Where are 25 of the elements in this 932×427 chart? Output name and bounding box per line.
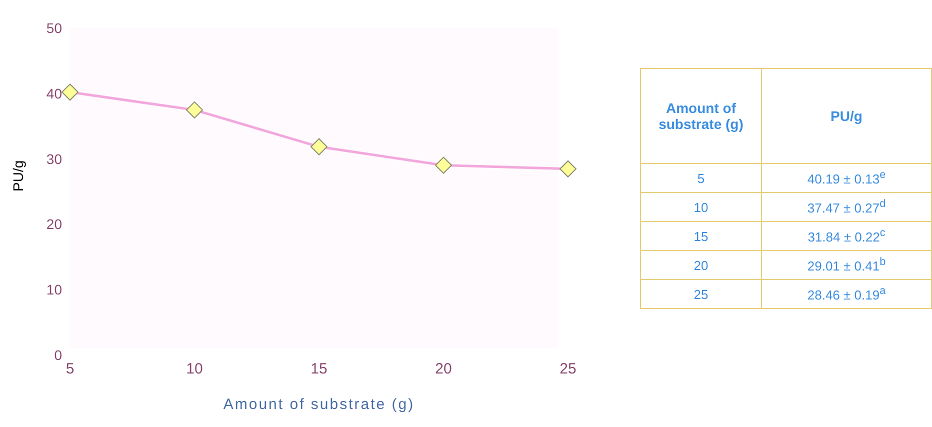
x-axis-title: Amount of substrate (g) [223,396,415,413]
y-tick-label: 30 [46,150,62,167]
y-tick-label: 40 [46,85,62,102]
category-label: 10 [694,200,708,214]
y-tick-label: 10 [46,282,62,298]
text: 28.46 ± 0.19$^{a}$ [762,280,932,308]
x-tick-label: 20 [435,360,452,378]
text: 40.19 ± 0.13$^{e}$ [762,164,932,192]
category-label: 5 [697,170,705,186]
y-axis-title: PU/g [10,160,26,192]
x-tick-label: 5 [66,360,74,378]
y-tick-label: 20 [46,216,62,232]
x-tick-label: 25 [560,360,576,378]
text: 29.01 ± 0.41$^{b}$ [762,250,932,280]
text: 31.84 ± 0.22$^{c}$ [762,222,932,250]
y-tick-label: 0 [54,346,62,363]
category-label: 15 [694,228,708,244]
x-tick-label: 15 [310,360,328,378]
text: Amount of substrate (g) [640,68,762,164]
text: 37.47 ± 0.27$^{d}$ [762,192,932,222]
text: PU/g [762,68,932,164]
x-tick-label: 10 [186,360,203,378]
y-tick-label: 50 [46,20,62,36]
category-label: 20 [694,258,708,272]
category-label: 25 [694,286,708,302]
